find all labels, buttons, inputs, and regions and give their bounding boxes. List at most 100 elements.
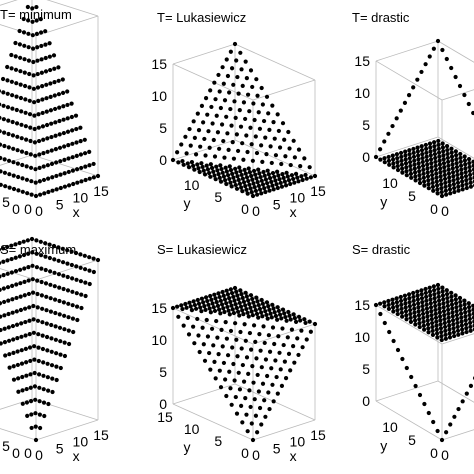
x-tick-label: 15 [310,183,326,199]
data-point [206,129,211,134]
data-point [15,161,20,166]
data-point [391,165,396,170]
data-point [412,170,418,175]
data-point [307,165,312,170]
data-point [455,176,460,181]
data-point [74,140,79,145]
data-point [218,179,224,184]
data-point [216,352,221,357]
data-point [275,317,280,322]
data-point [259,422,264,427]
data-point [24,360,29,365]
data-point [466,157,472,162]
data-point [415,77,420,82]
data-point [48,309,54,314]
data-point [467,316,472,322]
data-point [269,179,274,184]
data-point [14,107,19,113]
data-point [450,306,455,311]
data-point [463,162,468,167]
data-point [430,332,436,337]
data-point [15,336,20,341]
data-point [292,316,297,321]
data-point [70,141,75,146]
data-point [412,162,417,167]
data-point [48,282,53,287]
data-point [195,111,200,116]
x-tick-label: 0 [252,203,260,219]
data-point [428,153,433,158]
data-point [459,323,464,328]
data-point [254,295,259,300]
data-point [428,145,433,150]
data-point [53,310,58,316]
data-point [298,318,303,323]
data-point [1,103,6,108]
data-point [230,140,235,145]
data-point [49,161,55,166]
data-point [271,399,276,404]
data-point [229,303,234,308]
data-point [455,172,460,178]
data-point [468,172,473,177]
data-point [28,165,34,170]
data-point [91,256,96,261]
box-edge [441,333,474,345]
data-point [395,167,401,173]
data-point [70,168,76,173]
data-point [412,306,417,311]
data-point [463,318,468,323]
z-tick-label: 15 [151,300,167,316]
data-point [221,138,226,144]
data-point [244,133,249,138]
data-point [78,279,84,284]
data-point [433,159,438,165]
data-point [11,350,16,355]
data-point [446,167,451,172]
data-point [58,185,63,191]
data-point [434,179,439,184]
box-edge [31,238,99,261]
data-point [69,249,74,254]
data-point [78,125,83,130]
data-point [70,155,75,160]
data-point [252,185,257,190]
data-point [439,186,444,191]
data-point [415,145,420,150]
data-point [276,334,281,339]
data-points [0,4,101,199]
data-point [248,305,253,310]
data-point [428,149,433,154]
data-point [38,17,43,22]
data-point [251,380,256,385]
data-point [62,144,67,149]
data-point [228,106,233,112]
panel-title: S= maximum [0,242,76,257]
data-point [218,385,224,390]
data-point [26,265,31,270]
data-point [16,188,21,193]
data-point [449,298,454,303]
data-point [245,310,250,315]
data-point [415,149,420,154]
data-point [464,178,469,183]
data-point [398,294,403,300]
data-point [220,65,225,70]
z-tick-label: 10 [151,332,167,348]
data-point [206,302,211,307]
box-edge [0,154,33,166]
data-point [40,110,45,116]
data-point [407,148,412,153]
data-point [3,353,8,358]
data-point [228,168,234,173]
data-point [264,152,269,157]
y-tick-label: 10 [184,177,200,193]
data-point [10,119,15,125]
data-point [66,315,71,320]
z-tick-label: 5 [362,361,370,377]
box-edge [46,0,99,17]
data-point [83,280,88,285]
data-point [197,169,202,175]
z-tick-label: 10 [354,85,370,101]
data-point [231,156,237,161]
